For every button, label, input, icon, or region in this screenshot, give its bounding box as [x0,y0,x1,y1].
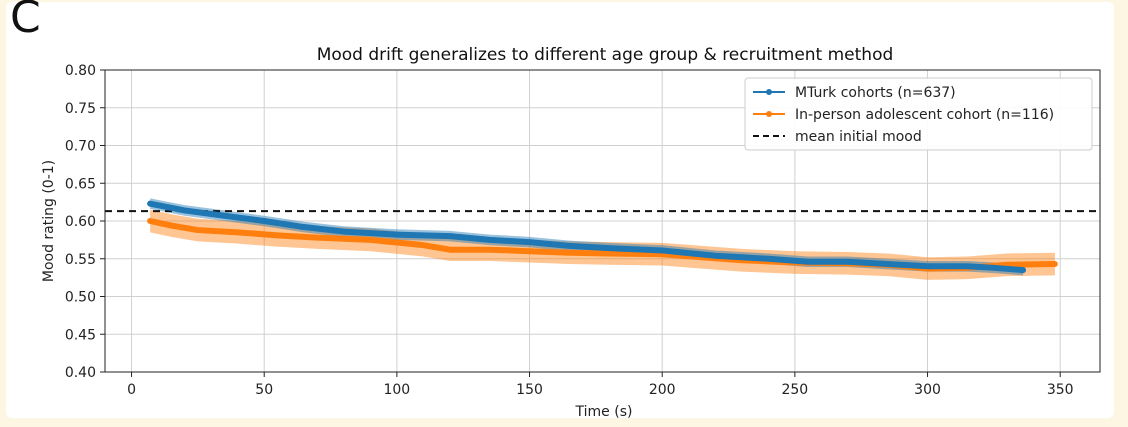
legend: MTurk cohorts (n=637) In-person adolescen… [744,77,1093,151]
inperson-data-point [275,233,280,238]
panel-letter: C [10,0,41,43]
x-tick-label: 250 [781,382,808,398]
inperson-data-point [606,251,612,256]
inperson-data-point [527,249,532,254]
y-tick-label: 0.60 [65,214,96,230]
x-axis-label: Time (s) [575,404,633,420]
series-lines [147,200,1058,274]
mturk-data-point [766,256,771,261]
legend-box [744,77,1093,151]
mturk-data-point [182,208,187,213]
inperson-data-point [421,242,426,248]
legend-inperson-marker [766,111,772,117]
mturk-data-point [660,248,665,253]
mturk-data-point [713,253,718,258]
mturk-data-point [487,237,492,243]
x-tick-label: 0 [127,382,136,398]
y-tick-label: 0.55 [65,252,96,268]
mturk-data-point [805,259,811,264]
mturk-data-point [925,264,930,269]
mturk-data-point [527,239,532,245]
mturk-data-point [394,232,400,237]
y-axis-label: Mood rating (0-1) [41,160,57,282]
mturk-data-point [301,224,307,230]
y-tick-label: 0.65 [65,176,96,192]
inperson-data-point [315,235,320,240]
x-tick-label: 300 [914,382,941,398]
legend-mturk-marker [766,89,772,95]
x-tick-label: 100 [383,382,410,398]
y-tick-label: 0.40 [65,365,96,381]
mturk-data-point [991,265,997,271]
y-tick-label: 0.50 [65,290,96,306]
x-tick-label: 50 [255,382,273,398]
inperson-data-point [169,223,174,228]
mturk-data-point [885,261,890,267]
x-tick-label: 350 [1047,382,1074,398]
inperson-data-point [487,247,492,252]
y-tick-label: 0.45 [65,327,96,343]
chart-title: Mood drift generalizes to different age … [317,45,894,65]
mturk-data-point [222,213,227,218]
x-tick-label: 200 [649,382,676,398]
inperson-data-point [235,230,240,235]
mturk-data-point [965,264,970,269]
x-tick-label: 150 [516,382,543,398]
mturk-data-point [147,201,153,206]
legend-mturk-label: MTurk cohorts (n=637) [795,85,956,101]
legend-inperson-label: In-person adolescent cohort (n=116) [795,107,1054,123]
mturk-data-point [341,229,346,234]
y-tick-label: 0.80 [65,63,96,79]
y-tick-label: 0.70 [65,139,96,155]
y-tick-label: 0.75 [65,101,96,117]
inperson-data-point [1052,261,1058,267]
mturk-data-point [447,233,453,239]
mturk-data-point [567,243,572,249]
mturk-series-line [147,200,1027,274]
inperson-data-point [567,250,572,255]
mturk-data-point [606,245,612,251]
inperson-data-point [147,218,153,224]
inperson-data-point [195,227,201,233]
inperson-data-point [447,247,453,252]
legend-mean-initial-mood-label: mean initial mood [795,129,922,145]
inperson-data-point [368,237,373,243]
mturk-data-point [845,259,851,264]
mturk-data-point [262,218,267,224]
axis-ticks: 0 50 100 150 200 250 300 350 0.40 0.45 0.50 0.55 0.6… [65,63,1074,398]
mturk-data-point [1020,267,1026,273]
